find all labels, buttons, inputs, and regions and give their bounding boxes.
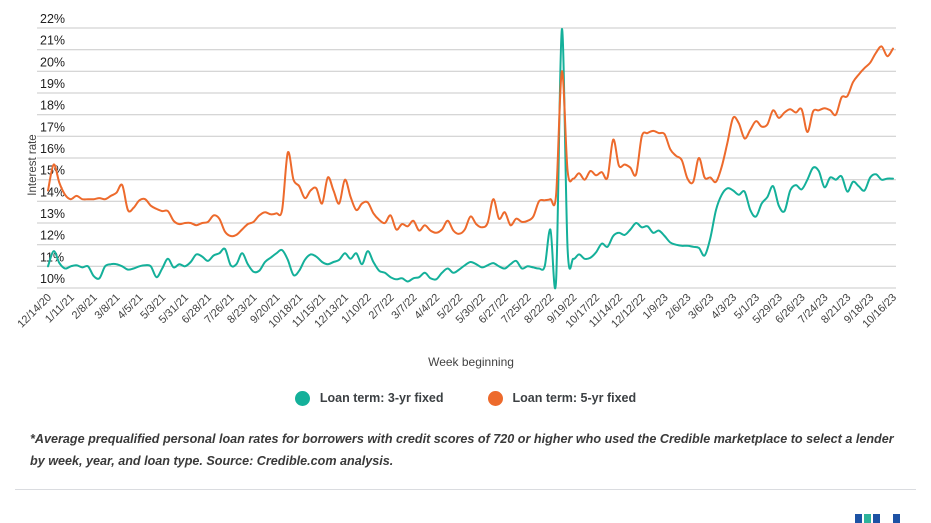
legend-swatch-3yr-icon — [294, 390, 310, 406]
y-tick-labels: 22%21%20%19%18%17%16%15%14%13%12%11%10% — [40, 12, 65, 286]
chart-footnote: *Average prequalified personal loan rate… — [30, 432, 894, 468]
y-tick-label: 14% — [40, 185, 65, 199]
rate-chart: 22% 21% 20% 19% 18% 17% 16% 15% 14% 13% 12% 11% 10% 1… — [15, 12, 899, 369]
logo-bar — [864, 514, 871, 523]
y-tick-label: 10% — [40, 272, 65, 286]
legend-item-5yr: Loan term: 5-yr fixed — [487, 390, 637, 406]
legend-item-3yr: Loan term: 3-yr fixed — [294, 390, 444, 406]
legend-label-3yr: Loan term: 3-yr fixed — [319, 391, 444, 405]
logo-bar — [855, 514, 862, 523]
y-tick-label: 19% — [40, 77, 65, 91]
y-tick-label: 12% — [40, 229, 65, 243]
y-tick-label: 17% — [40, 120, 65, 134]
series-line-3yr — [47, 28, 894, 290]
y-tick-label: 16% — [40, 142, 65, 156]
legend-label-5yr: Loan term: 5-yr fixed — [512, 391, 637, 405]
y-axis-title: Interest rate — [27, 134, 39, 195]
logo-bar — [873, 514, 880, 523]
logo-bar — [893, 514, 900, 523]
legend-swatch-5yr-icon — [487, 390, 503, 406]
credible-logo-partial — [855, 514, 902, 523]
gridlines — [37, 27, 896, 289]
bottom-divider — [15, 489, 916, 490]
y-tick-label: 22% — [40, 12, 65, 26]
y-tick-label: 18% — [40, 99, 65, 113]
x-tick-labels: 12/14/201/11/212/8/213/8/214/5/215/3/215… — [15, 292, 899, 331]
y-tick-label: 20% — [40, 55, 65, 69]
y-tick-label: 21% — [40, 34, 65, 48]
x-axis-title: Week beginning — [428, 355, 514, 369]
chart-legend: Loan term: 3-yr fixed Loan term: 5-yr fi… — [0, 389, 931, 407]
rate-chart-svg: 22%21%20%19%18%17%16%15%14%13%12%11%10%1… — [15, 12, 899, 369]
series-line-5yr — [47, 45, 894, 238]
y-tick-label: 13% — [40, 207, 65, 221]
